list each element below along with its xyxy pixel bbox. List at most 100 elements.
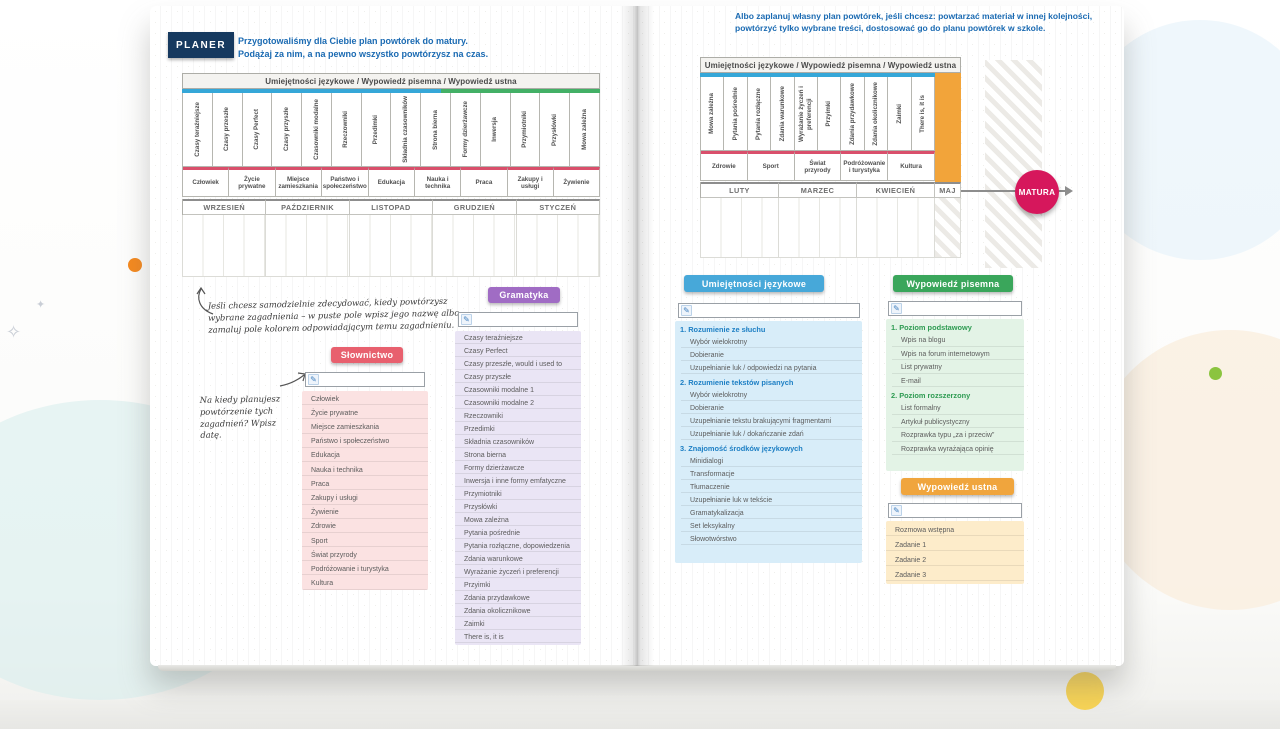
planer-badge: PLANER: [168, 32, 234, 58]
vocab-cell: Miejsce zamieszkania: [275, 167, 322, 197]
list-item: Rozmowa wstępna: [886, 521, 1024, 536]
list-section: 1. Rozumienie ze słuchu Wybór wielokrotn…: [675, 321, 862, 374]
timeline-arrow: [961, 186, 1073, 196]
topic-column-cell: Strona bierna: [421, 93, 452, 167]
left-months-row: WRZESIEŃ PAŹDZIERNIK LISTOPAD GRUDZIEŃ STYCZ…: [182, 199, 601, 215]
topic-column-cell: Składnia czasowników: [391, 93, 422, 167]
right-months-row: LUTY MARZEC KWIECIEŃ MAJ: [700, 182, 961, 198]
plan-empty-cell: [349, 215, 434, 277]
plan-empty-cell: [857, 198, 935, 258]
section-items: List formalny Artykuł publicystyczny Rozpr…: [886, 401, 1024, 455]
list-item: Czasy przyszłe: [455, 370, 581, 383]
ustna-badge: Wypowiedź ustna: [901, 478, 1014, 495]
pencil-icon: ✎: [891, 303, 902, 314]
right-topic-columns: Mowa zależna Pytania pośrednie Pytania roz…: [700, 77, 936, 151]
plan-empty-cell: [701, 198, 779, 258]
topic-column-cell: Zdania przydawkowe: [841, 77, 865, 151]
month-label: GRUDZIEŃ: [433, 199, 517, 215]
list-item: Świat przyrody: [302, 547, 428, 562]
vocab-cell: Żywienie: [553, 167, 601, 197]
list-item: Gramatykalizacja: [681, 506, 862, 519]
list-item: Dobieranie: [681, 401, 862, 414]
topic-column-cell: Pytania rozłączne: [747, 77, 772, 151]
list-item: Kultura: [302, 575, 428, 590]
list-item: List formalny: [892, 401, 1024, 415]
list-item: Przymiotniki: [455, 487, 581, 500]
list-item: Zdania przydawkowe: [455, 591, 581, 604]
topic-column-label: Pytania rozłączne: [755, 87, 763, 140]
pisemna-write-in-field[interactable]: ✎: [888, 301, 1022, 316]
topic-column-label: Formy dzierżawcze: [461, 101, 469, 158]
right-plan-grid: [700, 198, 961, 258]
topic-column-cell: Czasy teraźniejsze: [183, 93, 213, 167]
list-item: Czasowniki modalne 1: [455, 383, 581, 396]
curved-arrow-icon: [279, 372, 306, 387]
umiejetnosci-badge: Umiejętności językowe: [684, 275, 824, 292]
sparkle-icon: ✦: [36, 299, 46, 311]
plan-empty-cell: [516, 215, 601, 277]
vocab-cell: Praca: [461, 167, 508, 197]
vocab-cell: Świat przyrody: [794, 151, 842, 181]
list-item: Słowotwórstwo: [681, 532, 862, 545]
vocab-cell: Kultura: [888, 151, 935, 181]
list-item: Zakupy i usługi: [302, 490, 428, 505]
intro-line: Podążaj za nim, a na pewno wszystko powt…: [238, 48, 489, 59]
section-items: Wybór wielokrotny Dobieranie Uzupełnianie …: [675, 388, 862, 440]
list-item: Rozprawka wyrażająca opinię: [892, 442, 1024, 455]
plan-empty-cell: [779, 198, 857, 258]
list-item: Wpis na blogu: [892, 333, 1024, 347]
desk-edge: [0, 700, 1280, 729]
month-label: KWIECIEŃ: [857, 182, 935, 198]
list-item: Sport: [302, 533, 428, 548]
slownictwo-write-in-field[interactable]: ✎: [305, 372, 425, 387]
topic-column-label: Pytania pośrednie: [731, 86, 739, 141]
topic-column-cell: Inwersja: [480, 93, 511, 167]
list-item: Set leksykalny: [681, 519, 862, 532]
list-item: Zdania okolicznikowe: [455, 604, 581, 617]
list-item: Państwo i społeczeństwo: [302, 434, 428, 448]
curved-arrow-icon: [196, 286, 214, 315]
list-item: Uzupełnianie luk w tekście: [681, 493, 862, 506]
list-section: 2. Poziom rozszerzony List formalny Artyk…: [886, 387, 1024, 455]
list-item: Uzupełnianie luk / dokańczanie zdań: [681, 427, 862, 440]
section-heading: 2. Poziom rozszerzony: [891, 391, 971, 400]
topic-column-label: Wyrażanie życzeń i preferencji: [798, 85, 813, 142]
intro-line: powtórzyć tylko wybrane treści, dostosow…: [735, 22, 1046, 33]
topic-column-label: Mowa zależna: [580, 109, 588, 150]
list-item: Minidialogi: [681, 454, 862, 467]
month-label: MAJ: [935, 182, 961, 198]
list-item: Zdania warunkowe: [455, 552, 581, 565]
sparkle-icon: ✧: [6, 322, 22, 342]
pencil-icon: ✎: [681, 305, 692, 316]
topic-column-cell: Wyrażanie życzeń i preferencji: [794, 77, 819, 151]
list-item: Zdrowie: [302, 519, 428, 533]
left-table-header: Umiejętności językowe / Wypowiedź pisemn…: [182, 73, 600, 89]
topic-column-label: Czasy Perfect: [253, 109, 261, 150]
decor-dot-yellow: [1066, 672, 1104, 710]
vocab-cell: Nauka i technika: [415, 167, 462, 197]
topic-column-label: Zdania warunkowe: [778, 85, 786, 142]
month-label: LUTY: [701, 182, 779, 198]
list-section: 3. Znajomość środków językowych Minidial…: [675, 440, 862, 545]
month-label: PAŹDZIERNIK: [266, 199, 350, 215]
intro-line: Przygotowaliśmy dla Ciebie plan powtórek…: [238, 36, 468, 46]
pencil-icon: ✎: [461, 314, 472, 325]
month-label: STYCZEŃ: [516, 199, 601, 215]
ustna-write-in-field[interactable]: ✎: [888, 503, 1022, 518]
topic-column-cell: Przedimki: [361, 93, 392, 167]
exam-period-hatch: [985, 60, 1042, 268]
section-heading: 1. Poziom podstawowy: [891, 323, 972, 332]
topic-column-cell: Zdania okolicznikowe: [864, 77, 889, 151]
gramatyka-write-in-field[interactable]: ✎: [458, 312, 578, 327]
umiejetnosci-write-in-field[interactable]: ✎: [678, 303, 860, 318]
list-item: Czasy Perfect: [455, 344, 581, 357]
list-item: Edukacja: [302, 448, 428, 462]
topic-column-cell: Przymiotniki: [510, 93, 541, 167]
topic-column-label: Czasy przyszłe: [282, 107, 290, 152]
left-table-color-strip: [182, 89, 600, 93]
topic-column-label: Zdania przydawkowe: [848, 82, 856, 145]
list-item: Zadanie 1: [886, 536, 1024, 551]
section-heading: 3. Znajomość środków językowych: [680, 444, 803, 453]
topic-column-cell: Mowa zależna: [701, 77, 725, 151]
vocab-cell: Sport: [747, 151, 795, 181]
